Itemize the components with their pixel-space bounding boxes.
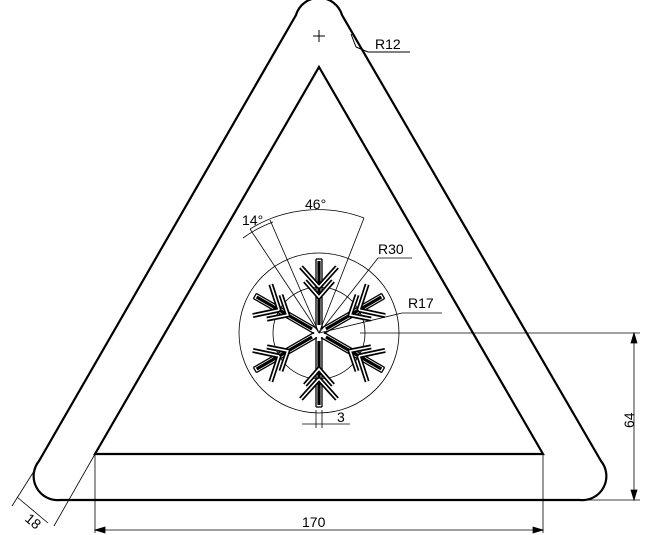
outer-triangle-outline [32, 0, 608, 502]
dimension-r17: R17 [318, 295, 442, 334]
dimension-gap-3 [302, 410, 350, 428]
label-width-170: 170 [302, 514, 326, 530]
label-height-64: 64 [621, 412, 637, 428]
label-r17: R17 [408, 295, 434, 311]
label-r30: R30 [378, 241, 404, 257]
dimension-r12: R12 [350, 33, 410, 53]
label-gap-3: 3 [337, 409, 345, 425]
angle-construction-lines [242, 209, 365, 334]
plus-mark-icon [313, 30, 325, 42]
dimension-r30: R30 [318, 241, 412, 334]
inner-triangle-outline [93, 64, 545, 456]
label-angle-14: 14° [242, 212, 263, 228]
snowflake-icon [246, 259, 392, 407]
dimension-border-18 [11, 453, 96, 527]
label-angle-46: 46° [305, 196, 326, 212]
label-r12: R12 [375, 36, 401, 52]
label-border-18: 18 [22, 510, 44, 532]
dimension-height-64 [360, 331, 640, 502]
dimension-width-170 [93, 454, 545, 534]
